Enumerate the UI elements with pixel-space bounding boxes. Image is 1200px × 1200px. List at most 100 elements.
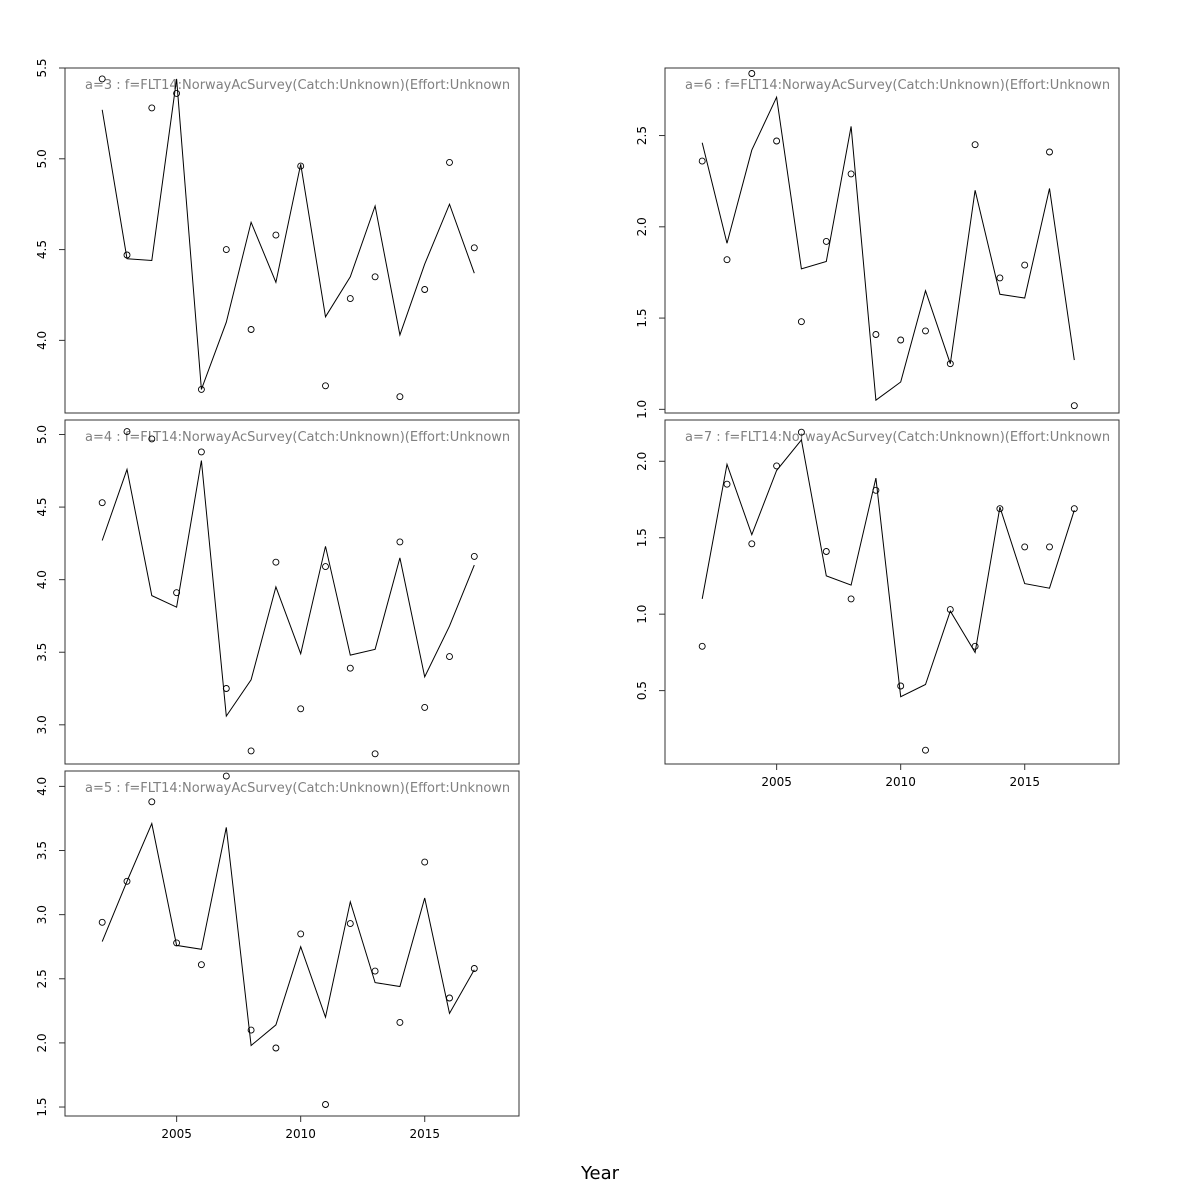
fitted-line	[101, 78, 475, 390]
observed-point	[723, 256, 731, 264]
observed-point	[297, 162, 305, 170]
fitted-line	[101, 821, 475, 1047]
observed-point	[396, 1018, 404, 1026]
observed-point	[297, 930, 305, 938]
observed-point	[1070, 505, 1078, 513]
observed-point	[272, 1044, 280, 1052]
panels: 4.0 4.5 5.0 5.5 a=3 : f=FLT14:NorwayAcSurvey…	[35, 58, 1120, 1141]
y-tick-label: 1.0	[635, 605, 649, 624]
observed-point	[272, 558, 280, 566]
observed-point	[822, 237, 830, 245]
y-tick-label: 2.0	[635, 452, 649, 471]
observed-point	[421, 858, 429, 866]
observed-point	[173, 939, 181, 947]
y-tick-label: 4.0	[35, 331, 49, 350]
fitted-line	[701, 438, 1075, 698]
y-tick-label: 4.0	[35, 570, 49, 589]
observed-point	[98, 75, 106, 83]
y-tick-label: 1.0	[635, 400, 649, 419]
panel-1: 4.0 4.5 5.0 5.5 a=3 : f=FLT14:NorwayAcSurvey…	[35, 58, 520, 414]
observed-point	[297, 705, 305, 713]
observed-point	[346, 664, 354, 672]
observed-point	[872, 486, 880, 494]
observed-point	[421, 286, 429, 293]
observed-point	[222, 685, 230, 692]
observed-point	[946, 360, 954, 368]
y-tick-label: 5.0	[35, 149, 49, 168]
observed-point	[847, 595, 855, 603]
observed-point	[346, 920, 354, 928]
y-tick-label: 0.5	[635, 681, 649, 700]
panel-frame	[64, 67, 520, 414]
observed-point	[148, 435, 156, 443]
y-tick-label: 2.5	[35, 969, 49, 988]
y-tick-label: 3.5	[35, 643, 49, 662]
observed-point	[396, 393, 404, 401]
observed-point	[173, 589, 181, 597]
observed-point	[971, 642, 979, 650]
y-tick-label: 2.0	[635, 217, 649, 236]
x-tick-label: 2005	[761, 775, 792, 789]
observed-point	[797, 318, 805, 326]
y-tick-label: 2.5	[635, 126, 649, 145]
observed-point	[946, 606, 954, 614]
observed-point	[371, 967, 379, 975]
observed-point	[371, 273, 379, 281]
y-tick-label: 4.5	[35, 498, 49, 517]
observed-point	[897, 336, 905, 344]
observed-point	[773, 462, 781, 470]
y-tick-label: 3.0	[35, 715, 49, 734]
x-tick-label: 2015	[409, 1127, 440, 1141]
observed-point	[1046, 543, 1053, 551]
observed-point	[396, 538, 404, 546]
observed-point	[847, 170, 855, 178]
y-tick-label: 1.5	[635, 309, 649, 328]
observed-point	[922, 327, 929, 335]
observed-point	[197, 448, 205, 456]
panel-5: 0.5 1.0 1.5 2.0 2005 2010 2015 a=7 : f=FLT14:No…	[635, 419, 1120, 789]
observed-point	[322, 382, 329, 390]
panel-title: a=7 : f=FLT14:NorwayAcSurvey(Catch:Unkno…	[685, 430, 1110, 445]
observed-point	[148, 104, 156, 112]
observed-point	[1021, 543, 1029, 551]
panel-title: a=6 : f=FLT14:NorwayAcSurvey(Catch:Unkno…	[685, 78, 1110, 93]
panel-frame	[64, 770, 520, 1117]
y-tick-label: 4.5	[35, 240, 49, 259]
observed-point	[222, 772, 230, 780]
observed-point	[446, 653, 453, 661]
observed-point	[371, 750, 379, 758]
observed-point	[723, 480, 731, 488]
observed-point	[1021, 261, 1029, 269]
observed-point	[98, 918, 106, 926]
observed-point	[922, 746, 929, 754]
panel-title: a=5 : f=FLT14:NorwayAcSurvey(Catch:Unkno…	[85, 781, 510, 796]
observed-point	[748, 540, 756, 548]
observed-point	[346, 295, 354, 303]
observed-point	[446, 158, 453, 166]
observed-point	[822, 548, 830, 555]
observed-point	[797, 428, 805, 436]
panel-title: a=3 : f=FLT14:NorwayAcSurvey(Catch:Unkno…	[85, 78, 510, 93]
observed-point	[98, 499, 106, 507]
observed-point	[1046, 148, 1053, 156]
panel-4: 1.0 1.5 2.0 2.5 a=6 : f=FLT14:NorwayAcSurvey…	[635, 67, 1120, 419]
observed-point	[247, 326, 255, 333]
observed-point	[173, 89, 181, 97]
observed-point	[148, 798, 156, 806]
observed-point	[773, 137, 781, 145]
observed-point	[698, 157, 706, 165]
fitted-line	[101, 460, 475, 718]
panel-frame	[64, 419, 520, 765]
panel-title: a=4 : f=FLT14:NorwayAcSurvey(Catch:Unkno…	[85, 430, 510, 445]
observed-point	[222, 246, 230, 254]
y-tick-label: 1.5	[635, 528, 649, 547]
observed-point	[446, 994, 453, 1002]
observed-point	[698, 642, 706, 650]
y-tick-label: 5.5	[35, 58, 49, 77]
observed-point	[123, 428, 131, 436]
panel-frame	[664, 67, 1120, 414]
observed-point	[272, 231, 280, 239]
panel-2: 3.0 3.5 4.0 4.5 5.0 a=4 : f=FLT14:NorwayAcSur…	[35, 419, 520, 765]
observed-point	[996, 505, 1004, 513]
